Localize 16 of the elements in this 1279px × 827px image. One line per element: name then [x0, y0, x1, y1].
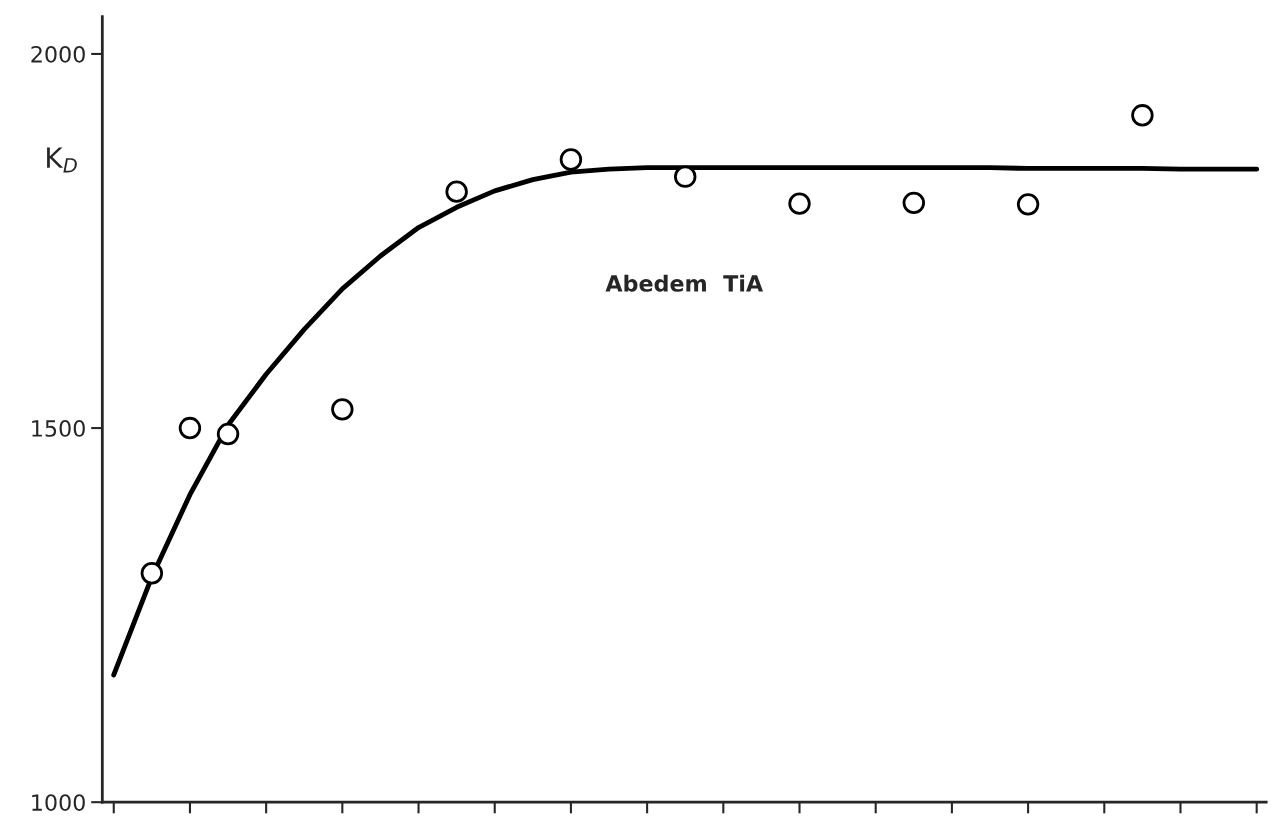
point: [140, 562, 164, 585]
point: [216, 422, 240, 446]
y-tick-label: 2000: [31, 45, 85, 63]
point: [559, 148, 583, 171]
point: [445, 180, 468, 203]
point: [902, 191, 926, 215]
y-tick-label: 1000: [32, 794, 85, 811]
point: [788, 192, 811, 215]
y-axis-title: K$_{D}$: [47, 147, 77, 173]
point: [331, 398, 354, 421]
y-tick-label: 1500: [32, 420, 85, 437]
point: [1131, 104, 1154, 127]
point: [674, 165, 697, 188]
annotation: Abedem TiA: [605, 274, 764, 292]
point: [178, 416, 202, 440]
point: [1016, 193, 1040, 216]
